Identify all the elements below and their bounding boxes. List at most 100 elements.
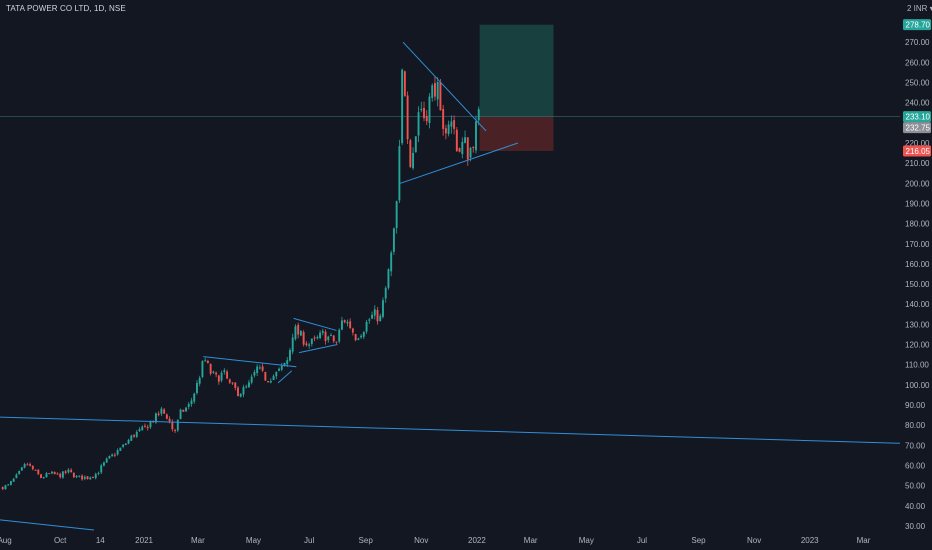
currency-label: 2 INR ▾ bbox=[907, 4, 932, 13]
candle-up bbox=[20, 467, 23, 471]
candle-up bbox=[256, 366, 259, 374]
candle-up bbox=[379, 315, 382, 322]
x-tick-label: Oct bbox=[54, 536, 67, 545]
x-tick-label: Sep bbox=[691, 536, 706, 545]
candle-down bbox=[332, 335, 335, 342]
candle-up bbox=[149, 421, 152, 428]
candle-up bbox=[100, 465, 103, 473]
candle-up bbox=[340, 320, 343, 330]
candle-up bbox=[294, 326, 297, 340]
candle-up bbox=[102, 462, 105, 466]
time-axis: Aug Oct 14 2021 Mar May Jul Sep Nov 2022 Mar May Jul… bbox=[0, 536, 871, 545]
candle-up bbox=[316, 336, 319, 339]
candle-up bbox=[280, 365, 283, 370]
candle-up bbox=[392, 228, 395, 252]
candle-up bbox=[141, 426, 144, 431]
y-tick-label: 130.00 bbox=[905, 320, 930, 329]
x-tick-label: Mar bbox=[524, 536, 538, 545]
candle-up bbox=[420, 108, 423, 111]
candle-up bbox=[469, 147, 472, 158]
candle-up bbox=[283, 362, 286, 367]
candle-down bbox=[335, 341, 338, 343]
candle-up bbox=[196, 382, 198, 393]
candle-up bbox=[398, 146, 401, 201]
trendline-long-term-support bbox=[0, 416, 901, 444]
candle-down bbox=[433, 83, 436, 97]
candle-up bbox=[160, 408, 163, 414]
x-tick-label: 14 bbox=[96, 536, 105, 545]
x-tick-label: Jul bbox=[304, 536, 314, 545]
x-tick-label: 2022 bbox=[468, 536, 486, 545]
y-tick-label: 110.00 bbox=[905, 361, 929, 370]
candle-down bbox=[444, 128, 447, 134]
candle-up bbox=[286, 360, 289, 365]
candle-up bbox=[412, 152, 415, 169]
candle-up bbox=[321, 330, 324, 333]
candle-down bbox=[231, 382, 234, 384]
candle-down bbox=[174, 430, 177, 432]
trendline-triangle-top bbox=[402, 41, 487, 132]
candle-up bbox=[330, 335, 332, 337]
candle-up bbox=[67, 469, 70, 473]
candle-down bbox=[59, 473, 62, 478]
y-tick-label: 220.00 bbox=[905, 139, 930, 148]
candle-down bbox=[31, 465, 34, 470]
candle-up bbox=[414, 136, 417, 153]
candle-up bbox=[4, 485, 7, 490]
candle-up bbox=[42, 477, 45, 479]
loss-zone bbox=[479, 116, 554, 151]
candle-up bbox=[179, 409, 182, 419]
candle-down bbox=[458, 148, 461, 152]
candle-up bbox=[138, 429, 141, 432]
candle-up bbox=[477, 109, 480, 121]
candle-up bbox=[362, 331, 365, 337]
x-tick-label: Sep bbox=[359, 536, 374, 545]
candle-down bbox=[425, 115, 428, 122]
candle-up bbox=[447, 124, 450, 134]
candle-down bbox=[1, 487, 4, 490]
candle-up bbox=[417, 112, 420, 136]
y-tick-label: 100.00 bbox=[905, 381, 930, 390]
candle-up bbox=[119, 447, 122, 451]
candle-down bbox=[171, 421, 174, 430]
y-tick-label: 210.00 bbox=[905, 159, 930, 168]
trendline-pennant2-top bbox=[293, 317, 337, 331]
candle-down bbox=[206, 360, 209, 364]
candle-up bbox=[212, 371, 215, 373]
candle-down bbox=[209, 363, 212, 374]
candle-up bbox=[176, 419, 179, 431]
candle-up bbox=[272, 375, 275, 381]
candle-down bbox=[423, 108, 425, 119]
candle-down bbox=[343, 320, 346, 323]
candle-up bbox=[338, 329, 341, 342]
candle-down bbox=[56, 473, 59, 475]
candle-up bbox=[360, 335, 363, 338]
candle-up bbox=[124, 443, 127, 446]
candle-up bbox=[319, 332, 322, 339]
candle-down bbox=[81, 475, 84, 480]
candle-down bbox=[302, 332, 305, 345]
candle-down bbox=[406, 95, 409, 140]
y-tick-label: 170.00 bbox=[905, 240, 930, 249]
price-badge-target bbox=[903, 19, 931, 31]
candle-up bbox=[61, 471, 64, 478]
candle-down bbox=[37, 469, 40, 475]
candle-up bbox=[475, 121, 477, 151]
x-tick-label: 2023 bbox=[801, 536, 819, 545]
candle-up bbox=[289, 350, 291, 361]
symbol-title[interactable]: TATA POWER CO LTD, 1D, NSE bbox=[6, 4, 126, 13]
candle-down bbox=[228, 379, 231, 383]
candle-up bbox=[130, 435, 133, 441]
trendline-pennant1-top bbox=[203, 356, 297, 368]
candle-up bbox=[75, 475, 78, 478]
candle-up bbox=[15, 474, 18, 479]
candle-up bbox=[373, 309, 376, 316]
price-badge-last bbox=[903, 122, 931, 134]
candle-up bbox=[387, 269, 390, 288]
y-tick-label: 240.00 bbox=[905, 99, 930, 108]
candle-up bbox=[204, 360, 207, 362]
candle-up bbox=[193, 393, 196, 402]
candle-up bbox=[278, 368, 280, 371]
candle-down bbox=[64, 471, 67, 473]
